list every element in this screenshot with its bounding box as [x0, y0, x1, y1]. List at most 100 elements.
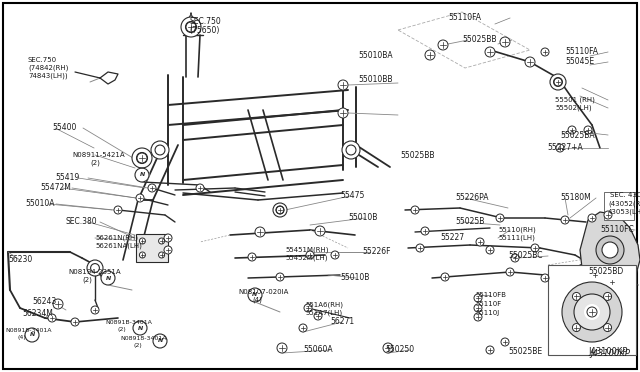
- Circle shape: [91, 306, 99, 314]
- Circle shape: [331, 251, 339, 259]
- Text: 55010B: 55010B: [340, 273, 369, 282]
- Circle shape: [476, 238, 484, 246]
- Circle shape: [556, 144, 564, 152]
- Text: 550250: 550250: [385, 346, 415, 355]
- Text: (75650): (75650): [190, 26, 220, 35]
- Text: N08107-020lA: N08107-020lA: [238, 289, 289, 295]
- Text: 56234M: 56234M: [22, 310, 53, 318]
- Circle shape: [136, 153, 147, 164]
- Bar: [136, 234, 168, 262]
- Circle shape: [338, 80, 348, 90]
- Text: N08194-2351A: N08194-2351A: [68, 269, 120, 275]
- Text: 43053(LH)): 43053(LH)): [608, 209, 640, 215]
- Text: (43052(RH): (43052(RH): [608, 201, 640, 207]
- Circle shape: [562, 282, 622, 342]
- Circle shape: [588, 214, 596, 222]
- Text: 55451M(RH): 55451M(RH): [285, 247, 328, 253]
- Circle shape: [441, 273, 449, 281]
- Text: 55475: 55475: [340, 192, 364, 201]
- Circle shape: [159, 238, 164, 244]
- Circle shape: [346, 145, 356, 155]
- Circle shape: [561, 216, 569, 224]
- Circle shape: [314, 312, 322, 320]
- Text: SEC. 430: SEC. 430: [610, 192, 640, 198]
- Circle shape: [277, 343, 287, 353]
- Circle shape: [474, 313, 482, 321]
- Circle shape: [541, 274, 549, 282]
- Circle shape: [155, 145, 165, 155]
- Text: 55502(LH): 55502(LH): [555, 105, 591, 111]
- Circle shape: [159, 252, 164, 258]
- Circle shape: [501, 338, 509, 346]
- Circle shape: [383, 343, 393, 353]
- Text: 55110J: 55110J: [475, 310, 499, 316]
- Circle shape: [568, 126, 576, 134]
- Bar: [604, 192, 634, 220]
- Circle shape: [248, 253, 256, 261]
- Circle shape: [506, 268, 514, 276]
- Polygon shape: [580, 212, 640, 292]
- Text: N: N: [29, 333, 35, 337]
- Circle shape: [606, 246, 614, 254]
- Text: 55045E: 55045E: [565, 58, 594, 67]
- Circle shape: [500, 37, 510, 47]
- Text: 56261NA(LH): 56261NA(LH): [95, 243, 142, 249]
- Circle shape: [584, 304, 600, 320]
- Circle shape: [474, 294, 482, 302]
- Text: N08911-5421A: N08911-5421A: [72, 152, 125, 158]
- Circle shape: [255, 227, 265, 237]
- Circle shape: [132, 148, 152, 168]
- Circle shape: [53, 299, 63, 309]
- Text: N: N: [106, 276, 111, 280]
- Text: 56243: 56243: [32, 298, 56, 307]
- Text: 55419: 55419: [55, 173, 79, 183]
- Text: J43100KP: J43100KP: [589, 347, 628, 356]
- Text: (74842(RH): (74842(RH): [28, 65, 68, 71]
- Text: 55227: 55227: [440, 234, 464, 243]
- Circle shape: [572, 324, 580, 331]
- Circle shape: [572, 292, 580, 301]
- Circle shape: [496, 214, 504, 222]
- Text: 56261N(RH): 56261N(RH): [95, 235, 138, 241]
- Text: 55010B: 55010B: [348, 214, 378, 222]
- Circle shape: [511, 254, 519, 262]
- Circle shape: [474, 304, 482, 312]
- Text: 55025BC: 55025BC: [508, 251, 543, 260]
- Text: (4): (4): [18, 336, 27, 340]
- Text: 55025BD: 55025BD: [588, 267, 623, 276]
- Circle shape: [541, 48, 549, 56]
- Circle shape: [133, 321, 147, 335]
- Circle shape: [486, 346, 494, 354]
- Text: 55110FA: 55110FA: [565, 48, 598, 57]
- Circle shape: [25, 328, 39, 342]
- Circle shape: [608, 278, 616, 286]
- Text: 56271: 56271: [330, 317, 354, 327]
- Circle shape: [438, 40, 448, 50]
- Bar: [548, 265, 636, 355]
- Circle shape: [596, 236, 624, 264]
- Text: N0891B-3401A: N0891B-3401A: [105, 320, 152, 324]
- Text: 55400: 55400: [52, 124, 76, 132]
- Text: 56230: 56230: [8, 256, 32, 264]
- Circle shape: [273, 203, 287, 217]
- Text: 74843(LH)): 74843(LH)): [28, 73, 68, 79]
- Circle shape: [425, 50, 435, 60]
- Circle shape: [186, 22, 196, 32]
- Circle shape: [91, 264, 99, 272]
- Circle shape: [181, 17, 201, 37]
- Circle shape: [71, 318, 79, 326]
- Circle shape: [248, 288, 262, 302]
- Circle shape: [584, 126, 592, 134]
- Circle shape: [306, 251, 314, 259]
- Text: N08918-3401A: N08918-3401A: [120, 336, 166, 340]
- Circle shape: [87, 260, 103, 276]
- Text: 55226PA: 55226PA: [455, 193, 488, 202]
- Circle shape: [486, 246, 494, 254]
- Text: 55010BA: 55010BA: [358, 51, 392, 60]
- Text: 55025BE: 55025BE: [508, 347, 542, 356]
- Circle shape: [164, 246, 172, 254]
- Circle shape: [148, 184, 156, 192]
- Circle shape: [574, 294, 610, 330]
- Circle shape: [602, 242, 618, 258]
- Circle shape: [411, 206, 419, 214]
